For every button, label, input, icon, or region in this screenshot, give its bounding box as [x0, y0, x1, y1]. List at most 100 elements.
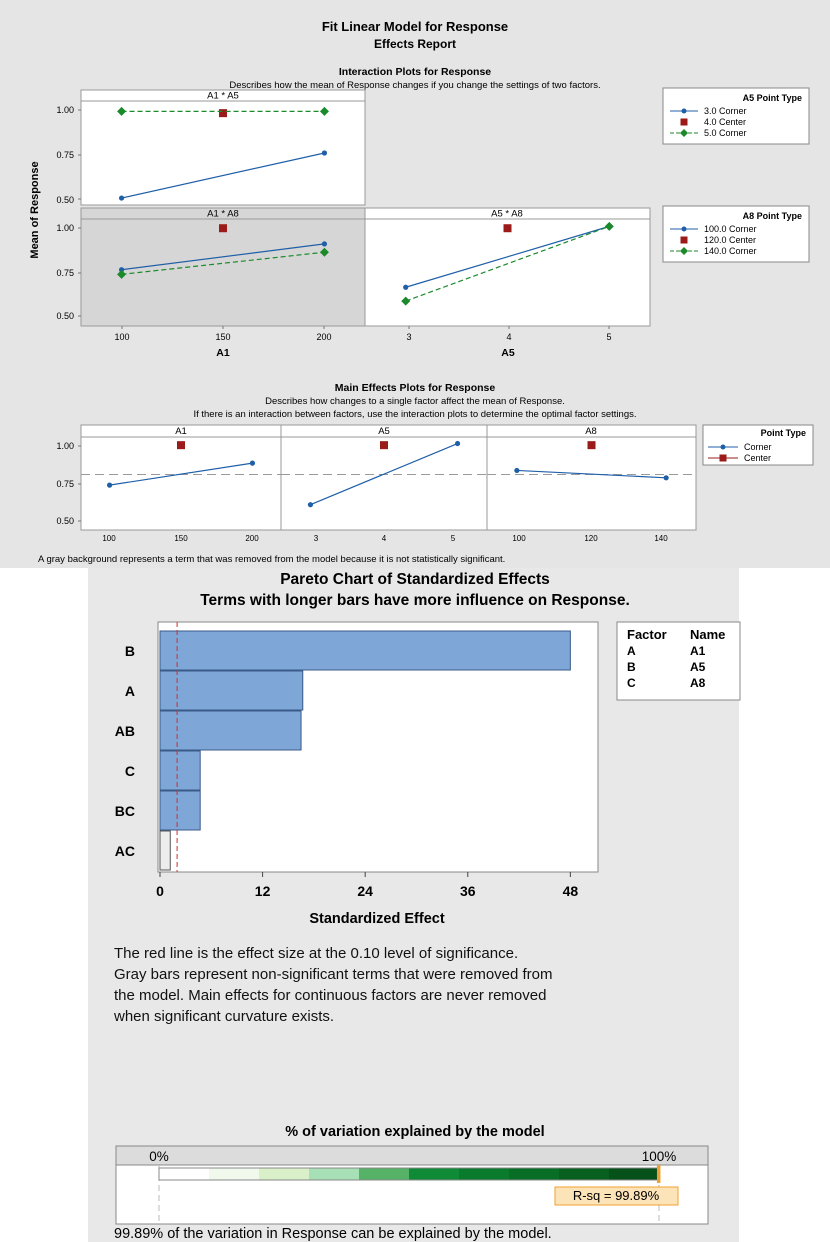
panel-a1a5-title: A1 * A5 [207, 91, 239, 102]
factor-table-row-1-factor: A [627, 644, 636, 658]
interaction-y-ticks: 1.00 0.75 0.50 1.00 0.75 0.50 [56, 105, 74, 321]
pareto-bars: B A AB C BC AC 0 12 24 36 48 [115, 622, 578, 899]
main-a8-series-1-point-2 [663, 475, 669, 481]
legend-a5: A5 Point Type 3.0 Corner 4.0 Center 5.0 … [662, 87, 810, 145]
main-a1-series-1-point-1 [106, 482, 113, 488]
main-legend-entry-center: Center [744, 453, 771, 463]
main-legend-marker-corner [720, 444, 726, 450]
variation-band-7 [459, 1168, 509, 1180]
pareto-note-3: the model. Main effects for continuous f… [114, 987, 546, 1004]
main-a5-frame [280, 424, 488, 531]
main-effects-legend: Point Type Corner Center [702, 424, 814, 466]
legend-a8-marker-2 [680, 236, 688, 244]
panel-a1a8-title: A1 * A8 [207, 209, 239, 220]
a1a8-series-2-point-1 [219, 224, 227, 233]
pareto-notes: The red line is the effect size at the 0… [113, 945, 553, 1025]
legend-a8-entry-2: 120.0 Center [704, 235, 756, 245]
variation-bar [158, 1165, 661, 1183]
a1a5-series-1-point-2 [321, 150, 328, 156]
main-a5-tick-2: 4 [382, 534, 387, 543]
pareto-bar-c [159, 750, 201, 791]
a1a5-series-1-line [121, 152, 325, 199]
a1a5-series-3-point-1 [117, 106, 127, 116]
variation-band-9 [559, 1168, 609, 1180]
main-a1-frame [80, 424, 282, 531]
x-tick-a1-150: 150 [215, 332, 230, 342]
legend-a5-marker-2 [680, 118, 688, 126]
pareto-subtitle: Terms with longer bars have more influen… [200, 592, 630, 609]
main-a1-tick-2: 150 [174, 534, 188, 543]
legend-a5-entry-2: 4.0 Center [704, 117, 746, 127]
a1a8-series-3-line [121, 251, 325, 275]
pareto-note-4: when significant curvature exists. [113, 1008, 334, 1025]
interaction-x-ticks: 100 150 200 3 4 5 [114, 332, 611, 342]
variation-footer: 99.89% of the variation in Response can … [114, 1226, 552, 1242]
main-a8-series-2-point-1 [587, 441, 596, 450]
legend-a5-title: A5 Point Type [743, 93, 802, 103]
a1a8-series-1-point-1 [118, 267, 125, 273]
variation-min-label: 0% [149, 1149, 169, 1164]
main-a5-tick-3: 5 [451, 534, 456, 543]
main-y-tick-1: 1.00 [56, 441, 74, 451]
y-tick-a1a8-3: 0.50 [56, 311, 74, 321]
factor-table: Factor Name A A1 B A5 C A8 [616, 621, 741, 701]
a5a8-series-3-line [405, 225, 610, 302]
panel-a1a5-plot [117, 106, 329, 201]
legend-a5-marker-3 [680, 129, 688, 137]
pareto-note-1: The red line is the effect size at the 0… [114, 945, 518, 962]
panel-a5a8-title: A5 * A8 [491, 209, 523, 220]
panel-a5a8-plot [401, 221, 614, 306]
main-effects-title: Main Effects Plots for Response [335, 382, 496, 394]
legend-a5-entry-3: 5.0 Corner [704, 128, 747, 138]
pareto-bar-a [159, 670, 304, 711]
factor-table-header-name: Name [690, 627, 725, 642]
variation-band-1 [159, 1168, 209, 1180]
main-a5-tick-1: 3 [314, 534, 319, 543]
variation-header [115, 1145, 709, 1166]
main-a1-plot [81, 441, 281, 488]
interaction-y-label: Mean of Response [29, 161, 41, 258]
legend-a8-title: A8 Point Type [743, 211, 802, 221]
main-a5-series-1-line [310, 442, 458, 506]
factor-table-row-2-name: A5 [690, 660, 706, 674]
main-a5-series-1-point-2 [454, 440, 461, 447]
legend-a5-marker-1 [681, 108, 687, 114]
pareto-label-bc: BC [115, 803, 135, 819]
main-y-tick-3: 0.50 [56, 516, 74, 526]
pareto-x-tick-4: 36 [460, 883, 476, 899]
main-effects-description-2: If there is an interaction between facto… [193, 409, 636, 420]
variation-band-3 [259, 1168, 309, 1180]
a1a8-series-3-point-2 [319, 247, 329, 257]
legend-a8-entry-1: 100.0 Corner [704, 224, 757, 234]
panel-a1a5-frame [80, 89, 366, 206]
pareto-label-ab: AB [115, 723, 135, 739]
x-tick-a5-4: 4 [506, 332, 511, 342]
main-y-tick-2: 0.75 [56, 479, 74, 489]
main-a8-tick-3: 140 [654, 534, 668, 543]
variation-band-8 [509, 1168, 559, 1180]
variation-band-6 [409, 1168, 459, 1180]
pareto-x-tick-1: 0 [156, 883, 164, 899]
pareto-bar-ac [159, 830, 171, 871]
pareto-bar-bc [159, 790, 201, 831]
variation-max-label: 100% [642, 1149, 677, 1164]
a5a8-series-2-point-1 [503, 224, 512, 233]
pareto-x-tick-3: 24 [357, 883, 373, 899]
pareto-label-b: B [125, 643, 135, 659]
pareto-label-c: C [125, 763, 135, 779]
legend-a8-marker-1 [681, 226, 687, 232]
a5a8-series-1-line [405, 225, 610, 288]
factor-table-row-3-factor: C [627, 676, 636, 690]
pareto-report-figure: Pareto Chart of Standardized Effects Ter… [113, 571, 741, 1242]
a5a8-series-1-point-1 [403, 284, 409, 290]
a5a8-series-3-point-2 [604, 221, 614, 231]
a5a8-series-3-point-1 [401, 296, 411, 306]
main-a8-tick-1: 100 [512, 534, 526, 543]
factor-table-row-1-name: A1 [690, 644, 706, 658]
variation-band-10 [609, 1168, 659, 1180]
main-a8-title: A8 [585, 426, 597, 437]
interaction-description: Describes how the mean of Response chang… [229, 80, 600, 91]
pareto-x-tick-2: 12 [255, 883, 271, 899]
main-a1-tick-1: 100 [102, 534, 116, 543]
pareto-label-a: A [125, 683, 135, 699]
